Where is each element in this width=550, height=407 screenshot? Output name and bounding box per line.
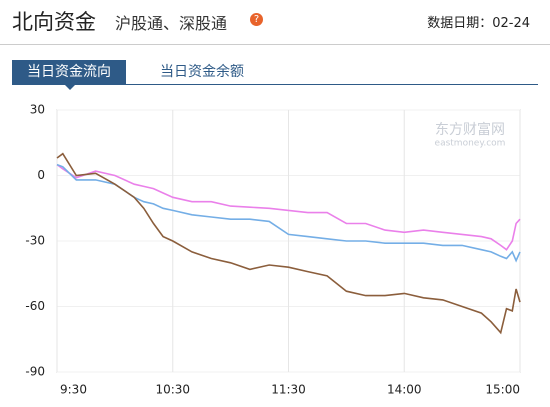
x-tick-label: 9:30 [60,383,87,397]
x-tick-label: 11:30 [271,383,306,397]
tab-underline [12,84,538,85]
series-line [56,163,521,251]
divider [0,44,550,45]
help-icon[interactable]: ? [250,13,263,26]
y-tick-label: 0 [37,168,45,182]
x-tick-label: 10:30 [155,383,190,397]
tab-active[interactable]: 当日资金流向 [12,60,126,84]
watermark-sub: eastmoney.com [435,139,506,149]
page-title: 北向资金 [12,10,96,34]
subtitle: 沪股通、深股通 [115,14,228,33]
tab[interactable]: 当日资金余额 [160,64,244,80]
y-tick-label: -90 [25,365,45,379]
series-line [56,152,521,335]
watermark: 东方财富网 [435,121,505,138]
tab-pointer [64,84,76,90]
y-tick-label: -30 [25,234,45,248]
y-tick-label: 30 [30,103,45,117]
y-tick-label: -60 [25,299,45,313]
x-tick-label: 14:00 [387,383,422,397]
data-date: 数据日期：02-24 [427,16,530,31]
x-tick-label: 15:00 [485,383,520,397]
